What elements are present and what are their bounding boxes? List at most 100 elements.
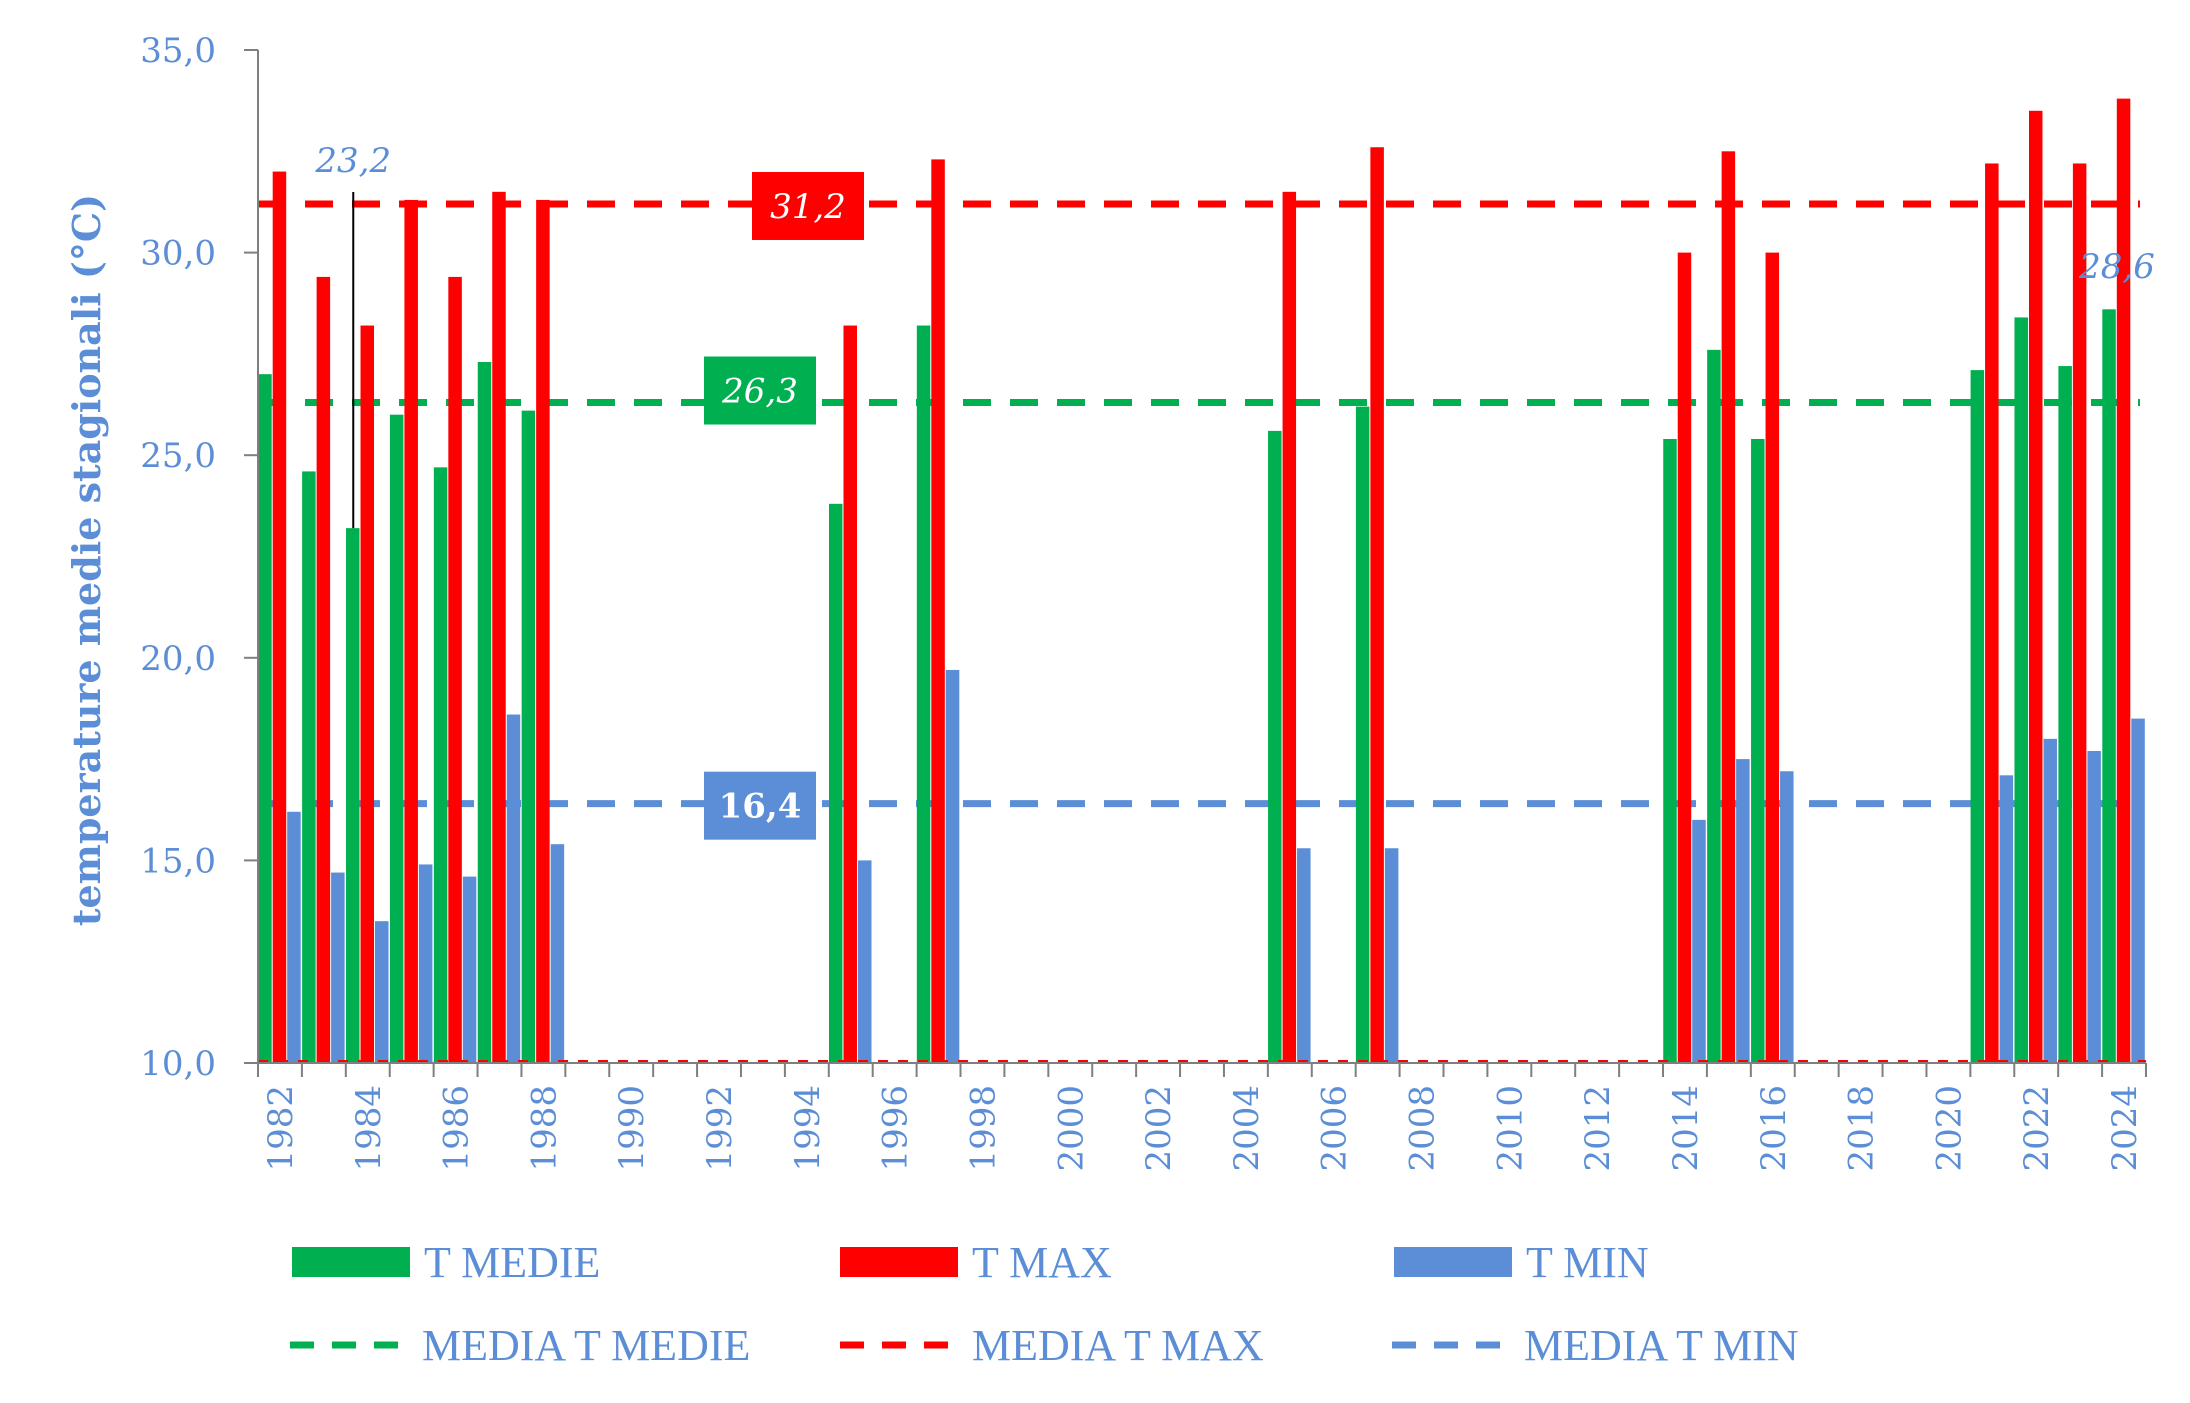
- x-tick-label: 1998: [964, 1085, 1004, 1172]
- bar-1-1982: [258, 374, 272, 1063]
- x-tick-label: 1990: [612, 1085, 652, 1172]
- x-tick-label: 2002: [1139, 1085, 1179, 1172]
- x-tick-label: 2014: [1666, 1085, 1706, 1172]
- bar-3-2021: [1999, 775, 2014, 1063]
- y-tick-label: 35,0: [140, 31, 216, 71]
- bar-2-1986: [448, 276, 462, 1063]
- bar-1-1997: [916, 325, 931, 1063]
- bar-1-2005: [1268, 430, 1282, 1063]
- x-tick-label: 2010: [1490, 1085, 1530, 1172]
- bar-3-1982: [287, 811, 301, 1063]
- bar-1-1987: [477, 362, 492, 1063]
- x-tick-label: 2000: [1051, 1085, 1091, 1172]
- bar-3-1986: [462, 876, 477, 1063]
- bar-3-1985: [418, 864, 433, 1063]
- bar-3-2016: [1780, 771, 1794, 1063]
- x-tick-label: 2004: [1227, 1085, 1267, 1172]
- legend-label-4: MEDIA T MEDIE: [422, 1321, 750, 1370]
- bar-1-2024: [2102, 309, 2116, 1064]
- reference-value-box-2: [752, 171, 864, 240]
- x-tick-label: 1992: [700, 1085, 740, 1172]
- y-tick-label: 20,0: [140, 639, 216, 679]
- legend-label-1: T MEDIE: [424, 1238, 600, 1287]
- axes: 10,0 15,0 20,0 25,0 30,0 35,0 1982 1984 1986 1988…: [140, 31, 2147, 1172]
- bar-2-2007: [1370, 147, 1384, 1063]
- bar-3-1997: [945, 669, 960, 1063]
- bar-2-2024: [2116, 98, 2131, 1064]
- bar-2-1987: [492, 191, 506, 1063]
- bar-3-2015: [1736, 759, 1750, 1063]
- x-tick-label: 2022: [2017, 1085, 2057, 1172]
- bar-3-2014: [1692, 819, 1706, 1063]
- legend-swatch-3: [1394, 1247, 1512, 1277]
- y-tick-label: 25,0: [140, 436, 216, 476]
- bar-2-2021: [1985, 163, 1999, 1063]
- bar-3-2024: [2131, 718, 2145, 1063]
- bar-2-1988: [536, 199, 550, 1064]
- annotation-label: 23,2: [314, 141, 391, 181]
- bar-1-1988: [521, 410, 536, 1063]
- bar-1-2016: [1751, 438, 1765, 1063]
- bars: [258, 98, 2145, 1064]
- legend-swatch-1: [292, 1247, 410, 1277]
- bar-3-2007: [1384, 848, 1399, 1063]
- x-tick-label: 1986: [437, 1085, 477, 1172]
- y-tick-label: 15,0: [140, 841, 216, 881]
- bar-3-2022: [2043, 738, 2057, 1063]
- x-tick-label: 2012: [1578, 1085, 1618, 1172]
- reference-value-label-3: 16,4: [719, 787, 802, 827]
- legend-swatch-2: [840, 1247, 958, 1277]
- y-tick-label: 30,0: [140, 234, 216, 274]
- x-tick-label: 2024: [2105, 1085, 2145, 1172]
- annotations: 26,3 31,2 16,4 23,2 28,6: [314, 141, 2155, 840]
- x-tick-label: 2020: [1929, 1085, 1969, 1172]
- bar-1-2007: [1355, 406, 1370, 1064]
- reference-lines: [258, 200, 2140, 808]
- bar-2-2015: [1721, 151, 1736, 1064]
- x-tick-label: 2008: [1403, 1085, 1443, 1172]
- bar-2-1982: [272, 171, 287, 1063]
- bar-1-2023: [2058, 366, 2072, 1063]
- bar-1-1984: [346, 528, 360, 1063]
- bar-3-2023: [2087, 751, 2101, 1063]
- reference-value-label-1: 26,3: [721, 372, 798, 412]
- legend-label-2: T MAX: [972, 1238, 1112, 1287]
- bar-1-1995: [828, 503, 843, 1063]
- x-tick-label: 1994: [788, 1085, 828, 1172]
- bar-3-1988: [550, 844, 565, 1063]
- legend-label-5: MEDIA T MAX: [972, 1321, 1264, 1370]
- bar-1-2021: [1970, 370, 1985, 1063]
- legend-label-6: MEDIA T MIN: [1524, 1321, 1799, 1370]
- reference-value-label-2: 31,2: [770, 187, 846, 227]
- x-tick-label: 2018: [1842, 1085, 1882, 1172]
- annotation-label: 28,6: [2078, 247, 2155, 287]
- x-tick-label: 1988: [524, 1085, 564, 1172]
- bar-2-1995: [843, 325, 857, 1063]
- x-tick-label: 1996: [876, 1085, 916, 1172]
- reference-value-box-3: [704, 771, 816, 840]
- reference-value-box-1: [704, 356, 816, 425]
- bar-2-1984: [360, 325, 375, 1063]
- bar-2-1983: [316, 276, 331, 1063]
- bar-2-2016: [1765, 252, 1780, 1064]
- bar-2-1997: [931, 159, 945, 1063]
- bar-2-2005: [1282, 191, 1297, 1063]
- legend-label-3: T MIN: [1526, 1238, 1649, 1287]
- bar-2-1985: [404, 199, 418, 1064]
- bar-1-2022: [2014, 317, 2028, 1063]
- bar-3-1983: [331, 872, 345, 1063]
- bar-2-2023: [2072, 163, 2087, 1063]
- bar-1-1986: [433, 467, 448, 1063]
- bar-2-2014: [1677, 252, 1692, 1064]
- bar-1-1985: [389, 414, 404, 1063]
- x-tick-label: 1982: [261, 1085, 301, 1172]
- x-tick-label: 2006: [1315, 1085, 1355, 1172]
- bar-2-2022: [2028, 110, 2043, 1063]
- y-tick-label: 10,0: [140, 1044, 216, 1084]
- y-axis-label: temperature medie stagionali (°C): [64, 194, 109, 926]
- legend: T MEDIE T MAX T MIN MEDIA T MEDIE MEDIA T MA…: [290, 1238, 1799, 1370]
- bar-1-1983: [302, 471, 316, 1063]
- bar-3-2005: [1297, 848, 1311, 1063]
- bar-1-2014: [1663, 438, 1677, 1063]
